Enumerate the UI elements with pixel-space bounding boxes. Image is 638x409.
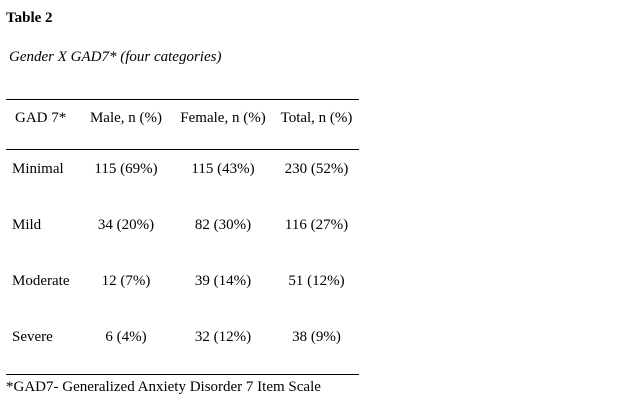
column-header-female: Female, n (%) — [180, 110, 266, 126]
row-label-severe: Severe — [12, 329, 53, 345]
column-header-gad7: GAD 7* — [15, 110, 67, 126]
column-header-male: Male, n (%) — [89, 110, 163, 126]
row-label-moderate: Moderate — [12, 273, 70, 289]
table-footnote: *GAD7- Generalized Anxiety Disorder 7 It… — [6, 379, 321, 395]
table-cell: 12 (7%) — [101, 273, 151, 289]
table-cell: 38 (9%) — [292, 329, 341, 345]
table-cell: 39 (14%) — [194, 273, 252, 289]
table-cell: 34 (20%) — [97, 217, 155, 233]
table-cell: 115 (69%) — [94, 161, 158, 177]
table-label: Table 2 — [6, 10, 53, 26]
table-caption: Gender X GAD7* (four categories) — [9, 49, 222, 65]
row-label-mild: Mild — [12, 217, 42, 233]
row-label-minimal: Minimal — [12, 161, 64, 177]
table-cell: 82 (30%) — [194, 217, 252, 233]
column-header-total: Total, n (%) — [280, 110, 353, 126]
table-cell: 115 (43%) — [191, 161, 255, 177]
table-header-rule — [6, 149, 359, 150]
table-cell: 51 (12%) — [288, 273, 345, 289]
table-cell: 32 (12%) — [194, 329, 252, 345]
table-bottom-rule — [6, 374, 359, 375]
table-cell: 116 (27%) — [284, 217, 349, 233]
table-cell: 6 (4%) — [105, 329, 147, 345]
table-top-rule — [6, 99, 359, 100]
table-cell: 230 (52%) — [284, 161, 349, 177]
